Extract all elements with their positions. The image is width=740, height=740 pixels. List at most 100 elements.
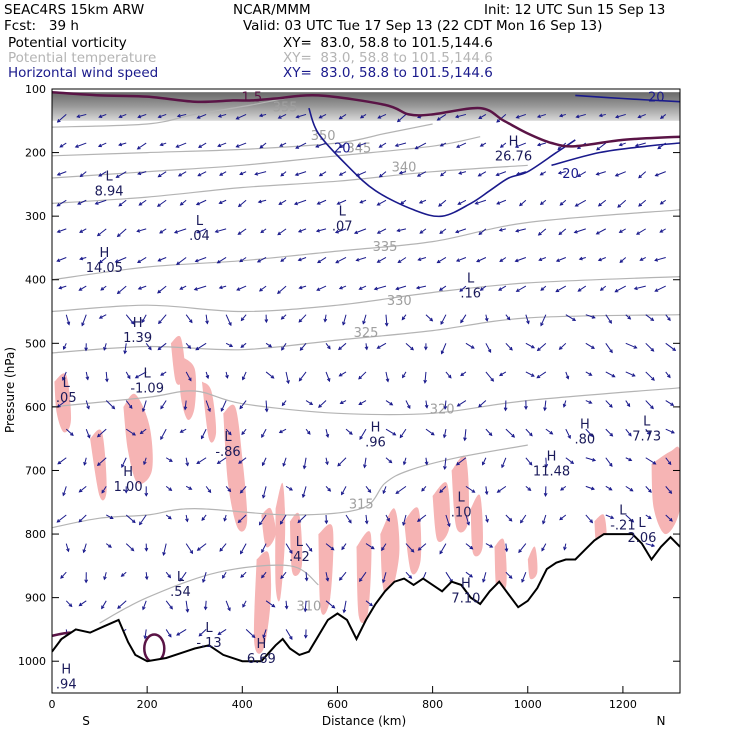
- wind-vector-head: [410, 346, 414, 351]
- wind-vector: [325, 371, 331, 382]
- wind-vector-head: [86, 405, 90, 410]
- extremum-kind-3: H: [99, 246, 109, 261]
- positive-pv-region-10: [289, 512, 303, 576]
- wind-vector: [279, 142, 287, 147]
- wind-vector: [242, 371, 247, 380]
- wind-vector-head: [239, 171, 244, 176]
- wind-vector-head: [108, 544, 112, 548]
- wind-vector-head: [289, 487, 293, 491]
- wind-vector: [117, 228, 127, 237]
- wind-vector-head: [501, 464, 505, 469]
- wind-vector-head: [200, 435, 205, 440]
- wind-vector: [225, 600, 231, 611]
- wind-vector-head: [195, 346, 200, 351]
- wind-vector: [98, 142, 107, 147]
- wind-vector-head: [496, 489, 501, 493]
- wind-vector-head: [284, 605, 289, 610]
- wind-vector: [119, 113, 127, 118]
- wind-vector: [265, 400, 268, 412]
- wind-vector-head: [359, 114, 364, 119]
- wind-vector-head: [364, 346, 369, 351]
- wind-vector: [382, 486, 387, 494]
- wind-vector-head: [216, 259, 221, 264]
- wind-vector-head: [173, 230, 178, 234]
- wind-vector-head: [338, 285, 343, 290]
- field-xy-wind: XY= 83.0, 58.8 to 101.5,144.6: [283, 65, 493, 81]
- wind-vector-head: [261, 434, 265, 438]
- y-tick-label: 400: [25, 274, 46, 287]
- wind-vector-head: [423, 346, 428, 351]
- wind-vector: [163, 543, 167, 556]
- wind-vector: [518, 543, 527, 553]
- wind-vector: [79, 600, 87, 606]
- wind-vector-head: [536, 347, 541, 352]
- wind-vector-head: [460, 319, 464, 324]
- wind-vector: [262, 629, 267, 638]
- wind-vector-head: [116, 233, 121, 238]
- wind-vector: [85, 371, 89, 380]
- wind-vector-head: [469, 545, 474, 550]
- wind-vector: [101, 486, 107, 494]
- extremum-kind-14: H: [123, 465, 133, 480]
- wind-vector: [565, 314, 576, 321]
- wind-vector-head: [419, 230, 424, 234]
- wind-vector: [240, 543, 247, 554]
- wind-vector: [540, 314, 547, 326]
- wind-vector: [316, 285, 327, 291]
- wind-vector-head: [201, 517, 206, 522]
- wind-vector: [395, 485, 407, 494]
- wind-vector-head: [443, 466, 447, 471]
- wind-vector-head: [466, 521, 470, 526]
- wind-vector: [501, 457, 507, 468]
- wind-vector-head: [514, 258, 519, 263]
- wind-vector-head: [479, 287, 484, 291]
- wind-vector-head: [650, 317, 655, 322]
- wind-vector: [125, 314, 135, 325]
- wind-vector: [195, 342, 207, 351]
- wind-vector-head: [264, 319, 269, 324]
- wind-vector: [596, 171, 606, 175]
- wind-vector: [121, 457, 127, 468]
- wind-vector-head: [286, 380, 290, 385]
- wind-vector-head: [264, 408, 269, 413]
- wind-vector-head: [251, 634, 256, 639]
- wind-vector-head: [442, 434, 447, 439]
- wind-vector: [499, 257, 507, 262]
- wind-vector-head: [457, 201, 462, 205]
- wind-vector: [497, 485, 507, 493]
- wind-vector: [418, 543, 427, 551]
- wind-vector: [277, 228, 287, 236]
- field-name-wind: Horizontal wind speed: [8, 65, 159, 81]
- wind-vector: [83, 457, 87, 466]
- wind-vector: [185, 457, 189, 466]
- wind-vector: [325, 457, 329, 465]
- wind-vector-head: [144, 492, 149, 497]
- wind-vector: [259, 113, 267, 117]
- wind-vector-head: [56, 172, 61, 176]
- wind-vector: [317, 199, 327, 205]
- wind-vector: [605, 314, 612, 324]
- wind-vector: [180, 199, 187, 206]
- wind-vector: [598, 199, 607, 207]
- wind-vector-head: [254, 172, 259, 176]
- wind-vector: [185, 342, 191, 349]
- wind-vector-head: [596, 146, 600, 151]
- wind-vector-head: [141, 408, 146, 413]
- wind-vector-head: [597, 202, 602, 207]
- wind-vector: [381, 543, 387, 551]
- wind-vector-head: [519, 202, 523, 207]
- wind-vector-head: [634, 143, 639, 147]
- wind-vector: [425, 314, 433, 322]
- extremum-value-10: .80: [575, 433, 596, 448]
- wind-vector: [464, 429, 467, 441]
- positive-pv-region-7: [261, 507, 276, 548]
- wind-vector: [516, 113, 527, 119]
- wind-vector-head: [418, 200, 423, 204]
- wind-vector-head: [378, 144, 383, 148]
- wind-vector-head: [293, 201, 298, 206]
- wind-vector-head: [179, 202, 184, 206]
- wind-vector: [625, 314, 631, 320]
- wind-vector: [165, 571, 171, 578]
- wind-vector: [565, 428, 571, 439]
- wind-vector-head: [367, 489, 372, 494]
